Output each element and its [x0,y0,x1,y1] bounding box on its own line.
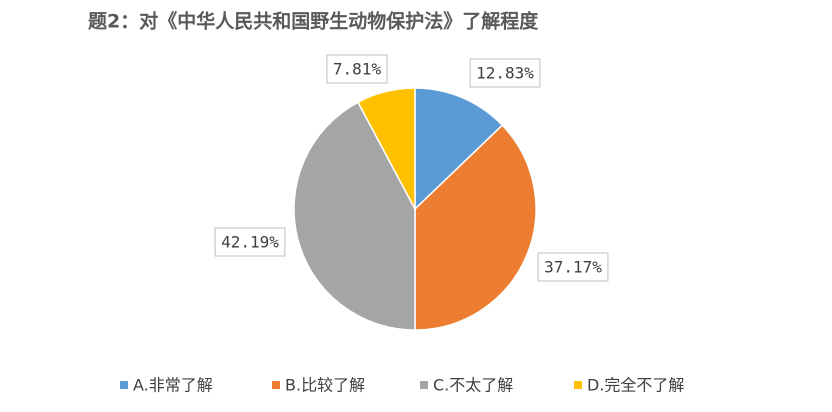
legend-label: D.完全不了解 [587,376,684,395]
label-box [469,58,541,88]
value-label: 7.81% [333,60,382,79]
value-label: 37.17% [544,258,602,277]
pie-slice [356,87,416,210]
pie-slice [293,101,416,331]
legend-swatch [574,381,582,389]
legend-swatch [420,381,428,389]
legend-swatch [272,381,280,389]
pie-slice [414,124,537,331]
chart-title: 题2：对《中华人民共和国野生动物保护法》了解程度 [88,10,539,33]
legend-label: A.非常了解 [133,376,213,395]
legend-swatch [120,381,128,389]
label-box [537,252,609,282]
legend-label: B.比较了解 [285,376,365,395]
label-box [214,227,286,257]
value-label: 42.19% [221,233,279,252]
pie-slice [414,87,504,211]
value-label: 12.83% [476,64,534,83]
label-box [326,54,388,84]
legend-label: C.不太了解 [433,376,513,395]
